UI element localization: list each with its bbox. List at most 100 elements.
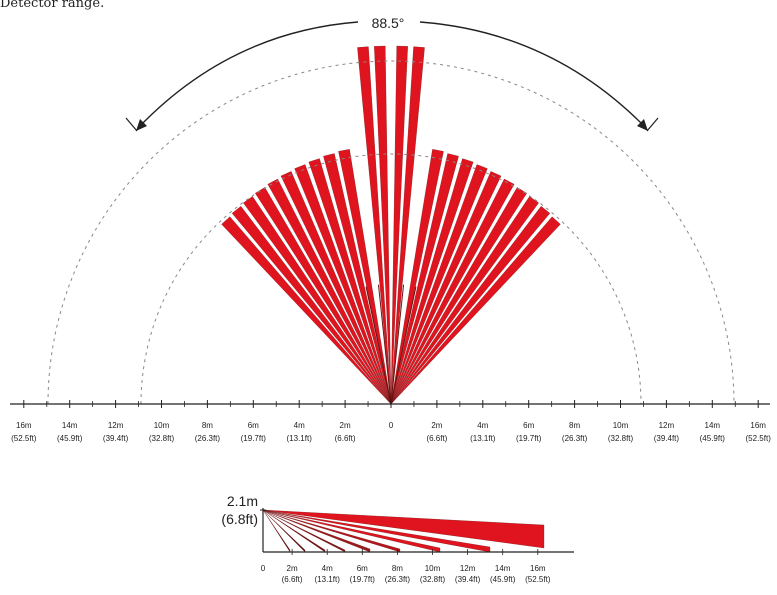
fan-beam-right-3 (390, 158, 474, 405)
right-tick-label-3: 6m (523, 421, 534, 430)
left-tick-label-2: 14m (62, 421, 78, 430)
inner-beam-2 (377, 284, 392, 405)
long-beam-4 (390, 46, 425, 405)
right-tick-sub-7: (45.9ft) (700, 434, 726, 443)
fan-beam-right-8 (390, 196, 539, 405)
fan-beam-left-3 (243, 196, 392, 405)
left-tick-sub-5: (26.3ft) (195, 434, 221, 443)
range-arcs (47, 60, 735, 405)
long-beam-3 (390, 45, 408, 405)
left-tick-sub-7: (13.1ft) (287, 434, 313, 443)
right-tick-sub-4: (26.3ft) (562, 434, 588, 443)
side-tick-label-5: 10m (425, 564, 441, 573)
side-distance-axis: 0 2m (6.6ft) 4m (13.1ft) 6m (19.7ft) 8m (26.3ft)… (260, 508, 574, 584)
left-tick-label-8: 2m (340, 421, 351, 430)
side-tick-label-6: 12m (460, 564, 476, 573)
right-tick-label-1: 2m (431, 421, 442, 430)
side-tick-label-7: 14m (495, 564, 511, 573)
side-zero-label: 0 (261, 564, 266, 573)
angle-arrow (125, 21, 659, 132)
side-beam-fan (262, 509, 545, 553)
side-tick-sub-4: (26.3ft) (385, 575, 411, 584)
right-tick-label-7: 14m (705, 421, 721, 430)
long-beam-1 (357, 46, 392, 405)
side-tick-label-8: 16m (530, 564, 546, 573)
beam-fan (221, 45, 561, 405)
side-beam-7 (262, 509, 326, 553)
inner-beam-3 (390, 284, 405, 405)
fan-beam-right-2 (390, 153, 459, 405)
angle-label: 88.5° (372, 15, 405, 31)
caption: Detector range. (0, 0, 105, 11)
right-tick-sub-6: (39.4ft) (654, 434, 680, 443)
left-tick-label-1: 16m (16, 421, 32, 430)
right-tick-label-4: 8m (569, 421, 580, 430)
side-tick-sub-2: (13.1ft) (315, 575, 341, 584)
range-arc-outer (47, 60, 735, 405)
side-tick-sub-1: (6.6ft) (282, 575, 303, 584)
fan-beam-left-7 (294, 164, 392, 405)
fan-beam-left-6 (280, 171, 392, 405)
left-tick-sub-1: (52.5ft) (11, 434, 37, 443)
fan-beam-left-8 (308, 158, 392, 405)
right-tick-label-5: 10m (613, 421, 629, 430)
range-arc-inner (140, 153, 642, 405)
left-tick-label-5: 8m (202, 421, 213, 430)
left-tick-sub-2: (45.9ft) (57, 434, 83, 443)
right-tick-sub-2: (13.1ft) (470, 434, 496, 443)
side-beam-4 (262, 509, 401, 553)
left-tick-sub-3: (39.4ft) (103, 434, 129, 443)
inner-beam-1 (365, 286, 392, 405)
side-tick-sub-6: (39.4ft) (455, 575, 481, 584)
zero-tick-label: 0 (389, 421, 394, 430)
fan-beam-right-10 (390, 216, 561, 405)
height-m-label: 2.1m (227, 493, 258, 509)
fan-beam-left-5 (267, 178, 392, 405)
fan-beam-right-4 (390, 164, 488, 405)
fan-beam-right-9 (390, 206, 551, 405)
fan-beam-left-9 (323, 153, 392, 405)
left-tick-label-4: 10m (154, 421, 170, 430)
left-tick-label-6: 6m (248, 421, 259, 430)
side-beam-5 (262, 509, 371, 553)
right-tick-label-6: 12m (659, 421, 675, 430)
angle-tick-left (125, 117, 138, 132)
fan-beam-left-2 (231, 206, 392, 405)
left-tick-sub-4: (32.8ft) (149, 434, 175, 443)
side-tick-sub-5: (32.8ft) (420, 575, 446, 584)
angle-arc-right (419, 21, 647, 129)
side-beam-1 (262, 509, 545, 549)
distance-axis: 16m (52.5ft) 14m (45.9ft) 12m (39.4ft) 10m (32.… (10, 400, 771, 443)
fan-beam-right-6 (390, 178, 515, 405)
angle-arc-left (137, 21, 359, 129)
arrowhead-left (136, 119, 147, 131)
arrowhead-right (637, 119, 648, 131)
left-tick-label-3: 12m (108, 421, 124, 430)
fan-beam-right-5 (390, 171, 502, 405)
height-ft-label: (6.8ft) (221, 511, 258, 527)
side-tick-label-1: 2m (287, 564, 298, 573)
side-tick-sub-8: (52.5ft) (525, 575, 551, 584)
fan-beam-left-1 (221, 216, 392, 405)
right-tick-sub-8: (52.5ft) (746, 434, 772, 443)
left-tick-sub-6: (19.7ft) (241, 434, 267, 443)
side-tick-label-2: 4m (322, 564, 333, 573)
fan-beam-right-7 (390, 187, 527, 405)
side-beam-3 (262, 509, 441, 553)
side-tick-sub-3: (19.7ft) (350, 575, 376, 584)
side-beam-6 (262, 509, 346, 553)
left-tick-label-7: 4m (294, 421, 305, 430)
side-tick-sub-7: (45.9ft) (490, 575, 516, 584)
side-beam-8 (262, 509, 306, 553)
right-tick-sub-1: (6.6ft) (426, 434, 447, 443)
right-tick-label-2: 4m (477, 421, 488, 430)
right-tick-sub-3: (19.7ft) (516, 434, 542, 443)
inner-beam-4 (390, 286, 417, 405)
right-tick-sub-5: (32.8ft) (608, 434, 634, 443)
long-beam-2 (374, 45, 392, 405)
side-tick-label-3: 6m (357, 564, 368, 573)
angle-tick-right (646, 117, 659, 132)
side-beam-9 (262, 509, 291, 553)
top-view-diagram: 88.5° 16m(52.5ft)14m(45.9ft)12m(39.4ft)1… (10, 15, 771, 443)
